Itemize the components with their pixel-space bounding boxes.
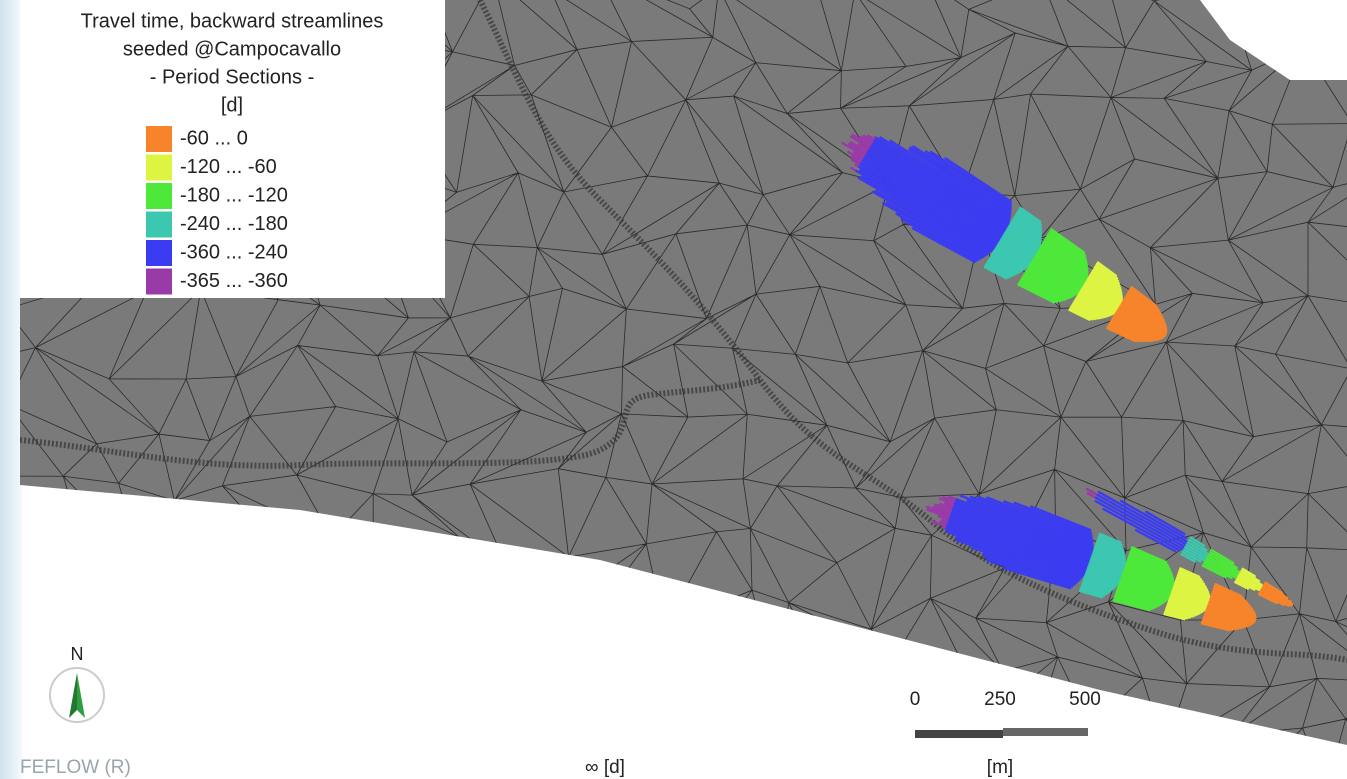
map-view: Travel time, backward streamlines seeded … — [0, 0, 1347, 779]
legend-label: -240 ... -180 — [180, 213, 288, 235]
legend-title: [d] — [221, 94, 243, 116]
north-label: N — [71, 644, 84, 664]
legend-title: seeded @Campocavallo — [123, 38, 341, 60]
scale-unit: [m] — [987, 757, 1013, 778]
legend-swatch — [146, 183, 172, 209]
legend-label: -365 ... -360 — [180, 270, 288, 292]
scale-tick-label: 0 — [910, 689, 921, 710]
legend-swatch — [146, 212, 172, 238]
scale-bar: [m] 0 250 500 — [910, 689, 1101, 778]
scale-tick-label: 250 — [984, 689, 1016, 710]
legend-title: - Period Sections - — [150, 66, 315, 88]
legend-label: -60 ... 0 — [180, 127, 248, 149]
time-unit: ∞ [d] — [585, 757, 625, 778]
legend-label: -120 ... -60 — [180, 156, 277, 178]
legend-swatch — [146, 240, 172, 266]
legend-swatch — [146, 155, 172, 181]
side-strip — [0, 0, 22, 779]
legend-title: Travel time, backward streamlines — [81, 10, 384, 32]
scale-tick-label: 500 — [1069, 689, 1101, 710]
legend-label: -360 ... -240 — [180, 241, 288, 263]
scale-segment — [915, 730, 1003, 738]
scale-segment — [1003, 728, 1088, 736]
legend-swatch — [146, 126, 172, 152]
legend-swatch — [146, 269, 172, 295]
legend-label: -180 ... -120 — [180, 184, 288, 206]
north-arrow: N — [50, 644, 104, 722]
software-label: FEFLOW (R) — [20, 757, 131, 778]
